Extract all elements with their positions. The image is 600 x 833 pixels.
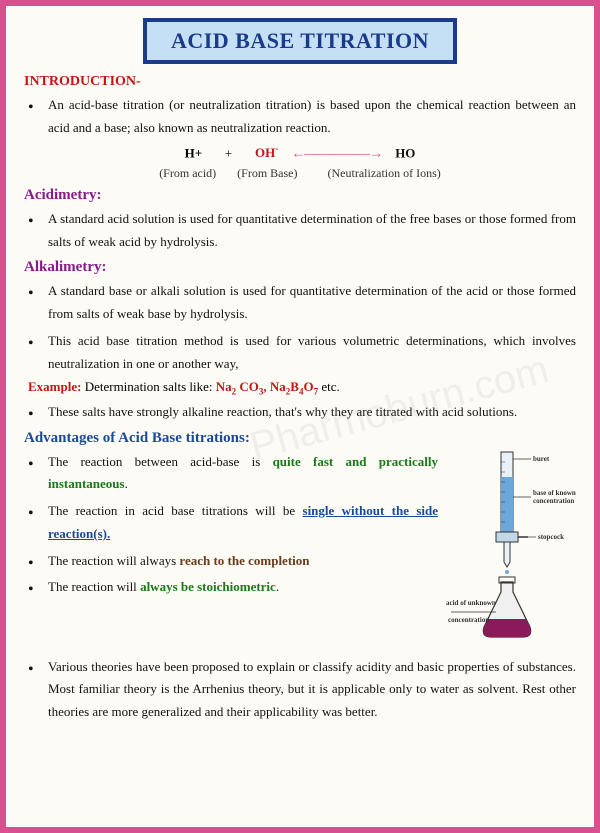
adv3-b: reach to the completion (179, 553, 309, 568)
adv-5: Various theories have been proposed to e… (38, 656, 576, 724)
intro-bullet: An acid-base titration (or neutralizatio… (38, 94, 576, 140)
eqn-arrow: ←—————→ (291, 146, 382, 161)
eqn-plus: + (225, 145, 232, 160)
alk-bullet-1: A standard base or alkali solution is us… (38, 280, 576, 326)
eqn-lbl-h: (From acid) (159, 166, 216, 180)
acidimetry-bullet: A standard acid solution is used for qua… (38, 208, 576, 254)
alkalimetry-list: A standard base or alkali solution is us… (24, 280, 576, 375)
page-title: ACID BASE TITRATION (171, 28, 429, 53)
alk-list-2: These salts have strongly alkaline react… (24, 401, 576, 424)
acidimetry-list: A standard acid solution is used for qua… (24, 208, 576, 254)
titration-svg: buret base of known concentration stopco… (446, 447, 576, 647)
eqn-oh: OH- (255, 145, 278, 160)
lbl-stopcock: stopcock (538, 533, 564, 541)
advantages-heading: Advantages of Acid Base titrations: (24, 430, 576, 447)
adv-3: The reaction will always reach to the co… (38, 550, 438, 573)
titration-diagram: buret base of known concentration stopco… (446, 447, 576, 652)
example-salts: Na2 CO3, Na2B4O7 (216, 379, 318, 394)
lbl-acid-1: acid of unknown (446, 599, 496, 607)
intro-list: An acid-base titration (or neutralizatio… (24, 94, 576, 140)
adv-1: The reaction between acid-base is quite … (38, 451, 438, 497)
lbl-base-2: concentration (533, 497, 574, 505)
eqn-h: H+ (185, 145, 203, 160)
lbl-buret: buret (533, 455, 550, 463)
alk-bullet-3: These salts have strongly alkaline react… (38, 401, 576, 424)
intro-heading: INTRODUCTION- (24, 74, 576, 90)
advantages-text: The reaction between acid-base is quite … (24, 447, 438, 652)
example-text-a: Determination salts like: (81, 379, 215, 394)
title-box: ACID BASE TITRATION (143, 18, 457, 64)
equation-labels: (From acid) (From Base) (Neutralization … (24, 166, 576, 181)
adv-4: The reaction will always be stoichiometr… (38, 576, 438, 599)
equation-row: H+ + OH- ←—————→ HO (24, 144, 576, 162)
lbl-acid-2: concentration (448, 616, 489, 624)
eqn-ho: HO (395, 145, 415, 160)
example-line: Example: Determination salts like: Na2 C… (28, 379, 576, 397)
advantages-wrapper: The reaction between acid-base is quite … (24, 447, 576, 652)
advantages-list: The reaction between acid-base is quite … (24, 451, 438, 600)
adv-2: The reaction in acid base titrations wil… (38, 500, 438, 546)
adv4-c: . (276, 579, 279, 594)
advantages-list-2: Various theories have been proposed to e… (24, 656, 576, 724)
example-label: Example: (28, 379, 81, 394)
acidimetry-heading: Acidimetry: (24, 187, 576, 204)
lbl-base-1: base of known (533, 489, 576, 497)
adv4-a: The reaction will (48, 579, 140, 594)
adv1-a: The reaction between acid-base is (48, 454, 273, 469)
eqn-lbl-ho: (Neutralization of Ions) (328, 166, 441, 180)
adv3-a: The reaction will always (48, 553, 179, 568)
page-container: Pharmoburn.com ACID BASE TITRATION INTRO… (6, 6, 594, 827)
adv1-c: . (125, 476, 128, 491)
adv4-b: always be stoichiometric (140, 579, 276, 594)
alkalimetry-heading: Alkalimetry: (24, 259, 576, 276)
adv2-a: The reaction in acid base titrations wil… (48, 503, 303, 518)
alk-bullet-2: This acid base titration method is used … (38, 330, 576, 376)
example-text-b: etc. (318, 379, 340, 394)
eqn-lbl-oh: (From Base) (237, 166, 297, 180)
